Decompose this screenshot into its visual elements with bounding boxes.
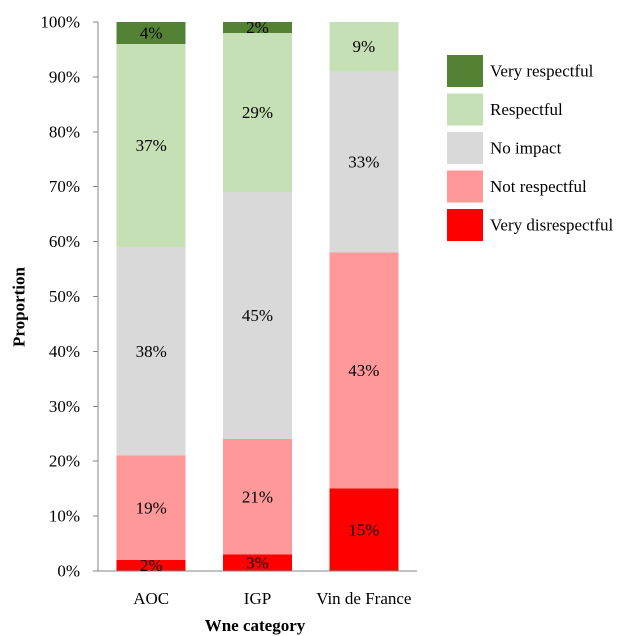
y-axis-ticks: 0% 10% 20% 30% 40% 50% 60% 70% 80% 90% 100%	[40, 13, 98, 581]
y-tick-label: 0%	[57, 562, 80, 581]
data-label-aoc-very-respectful: 4%	[140, 23, 163, 42]
x-category-label-aoc: AOC	[133, 589, 169, 608]
y-tick-label: 60%	[49, 232, 80, 251]
data-label-vin-de-france-not-respectful: 43%	[348, 361, 379, 380]
bar-segment-vin-de-france-respectful	[329, 22, 399, 72]
legend-item-no-impact: No impact	[447, 132, 562, 164]
legend-item-not-respectful: Not respectful	[447, 170, 587, 203]
legend-item-very-disrespectful: Very disrespectful	[447, 209, 613, 241]
legend-label: Very disrespectful	[490, 216, 613, 235]
legend-item-very-respectful: Very respectful	[447, 55, 594, 87]
bar-segment-igp-not-respectful	[223, 439, 292, 555]
y-tick-label: 30%	[49, 397, 80, 416]
legend-item-respectful: Respectful	[447, 93, 563, 126]
legend-swatch	[447, 170, 483, 203]
data-label-vin-de-france-very-disrespectful: 15%	[348, 520, 379, 539]
data-label-igp-no-impact: 45%	[242, 306, 273, 325]
legend-swatch	[447, 55, 483, 87]
data-label-vin-de-france-respectful: 9%	[352, 37, 375, 56]
bar-segment-aoc-not-respectful	[116, 455, 186, 561]
bar-segment-aoc-very-disrespectful	[116, 560, 186, 571]
legend-label: No impact	[490, 139, 562, 158]
data-label-aoc-respectful: 37%	[136, 136, 167, 155]
data-label-igp-respectful: 29%	[242, 103, 273, 122]
y-tick-label: 90%	[49, 67, 80, 86]
bar-segment-igp-no-impact	[223, 192, 292, 440]
y-tick-label: 70%	[49, 177, 80, 196]
data-label-igp-very-respectful: 2%	[246, 18, 269, 37]
x-axis-categories: AOC IGP Vin de France	[133, 589, 411, 608]
y-tick-label: 80%	[49, 122, 80, 141]
x-category-label-vin-de-france: Vin de France	[316, 589, 411, 608]
legend-label: Very respectful	[490, 62, 594, 81]
legend-swatch	[447, 132, 483, 164]
y-axis-title: Proportion	[10, 266, 29, 347]
data-label-aoc-very-disrespectful: 2%	[140, 556, 163, 575]
legend-swatch	[447, 93, 483, 126]
bar-segment-igp-respectful	[223, 32, 292, 193]
bar-segment-vin-de-france-not-respectful	[329, 252, 399, 489]
legend-label: Not respectful	[490, 177, 587, 196]
data-label-igp-very-disrespectful: 3%	[246, 553, 269, 572]
legend-swatch	[447, 209, 483, 241]
data-label-igp-not-respectful: 21%	[242, 487, 273, 506]
y-tick-label: 10%	[49, 507, 80, 526]
data-label-aoc-not-respectful: 19%	[136, 498, 167, 517]
bar-segment-igp-very-disrespectful	[223, 554, 292, 571]
bar-segment-igp-very-respectful	[223, 22, 292, 33]
bar-segments	[116, 22, 399, 571]
data-label-aoc-no-impact: 38%	[136, 342, 167, 361]
x-category-label-igp: IGP	[244, 589, 271, 608]
y-tick-label: 20%	[49, 452, 80, 471]
legend: Very respectful Respectful No impact Not re…	[447, 55, 613, 241]
legend-label: Respectful	[490, 100, 563, 119]
bar-segment-aoc-respectful	[116, 43, 186, 248]
y-tick-label: 40%	[49, 342, 80, 361]
bar-segment-aoc-no-impact	[116, 247, 186, 456]
bar-segment-vin-de-france-very-disrespectful	[329, 488, 399, 571]
data-label-vin-de-france-no-impact: 33%	[348, 152, 379, 171]
y-tick-label: 100%	[40, 13, 80, 32]
x-axis-title: Wne category	[205, 616, 306, 635]
bar-segment-aoc-very-respectful	[116, 22, 186, 44]
y-tick-label: 50%	[49, 287, 80, 306]
data-labels: 2% 19% 38% 37% 4% 3% 21% 45% 29% 2% 15% 43% 33% 9%	[136, 18, 380, 575]
bar-segment-vin-de-france-no-impact	[329, 71, 399, 253]
